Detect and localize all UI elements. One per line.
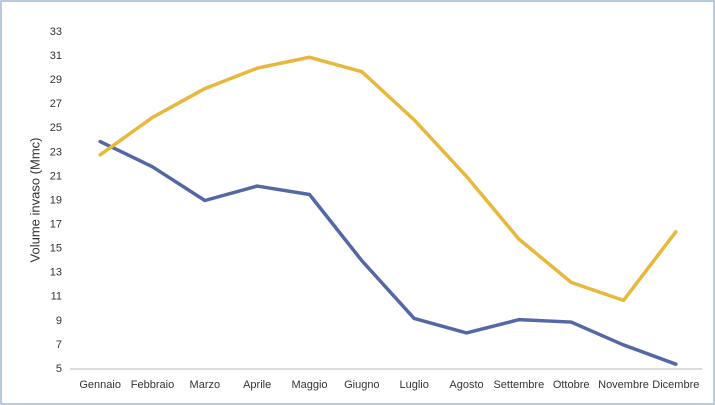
y-tick-label: 11 <box>51 291 62 303</box>
y-tick-label: 7 <box>56 339 62 351</box>
x-tick-label: Luglio <box>399 379 428 391</box>
y-tick-label: 15 <box>50 243 62 255</box>
y-tick-label: 31 <box>50 50 62 62</box>
x-tick-label: Gennaio <box>79 379 121 391</box>
x-tick-label: Giugno <box>344 379 379 391</box>
series-line <box>98 55 678 303</box>
x-tick-label: Agosto <box>449 379 483 391</box>
x-tick-label: Febbraio <box>131 379 174 391</box>
y-tick-label: 25 <box>50 122 62 134</box>
x-tick-label: Settembre <box>493 379 544 391</box>
y-axis-label: Volume invaso (Mmc) <box>27 138 42 263</box>
y-tick-label: 13 <box>50 267 62 279</box>
y-tick-label: 29 <box>50 74 62 86</box>
y-tick-label: 19 <box>50 194 62 206</box>
y-tick-label: 5 <box>56 363 62 375</box>
x-tick-label: Ottobre <box>553 379 590 391</box>
y-tick-label: 27 <box>50 98 62 110</box>
y-tick-label: 23 <box>50 146 62 158</box>
series-line <box>98 139 678 366</box>
x-tick-label: Aprile <box>243 379 271 391</box>
y-tick-label: 21 <box>50 170 62 182</box>
x-tick-label: Dicembre <box>652 379 699 391</box>
x-tick-label: Novembre <box>598 379 649 391</box>
x-tick-label: Maggio <box>291 379 327 391</box>
y-tick-label: 17 <box>50 218 62 230</box>
x-tick-label: Marzo <box>190 379 221 391</box>
y-tick-label: 9 <box>56 315 62 327</box>
y-tick-label: 33 <box>50 26 62 38</box>
